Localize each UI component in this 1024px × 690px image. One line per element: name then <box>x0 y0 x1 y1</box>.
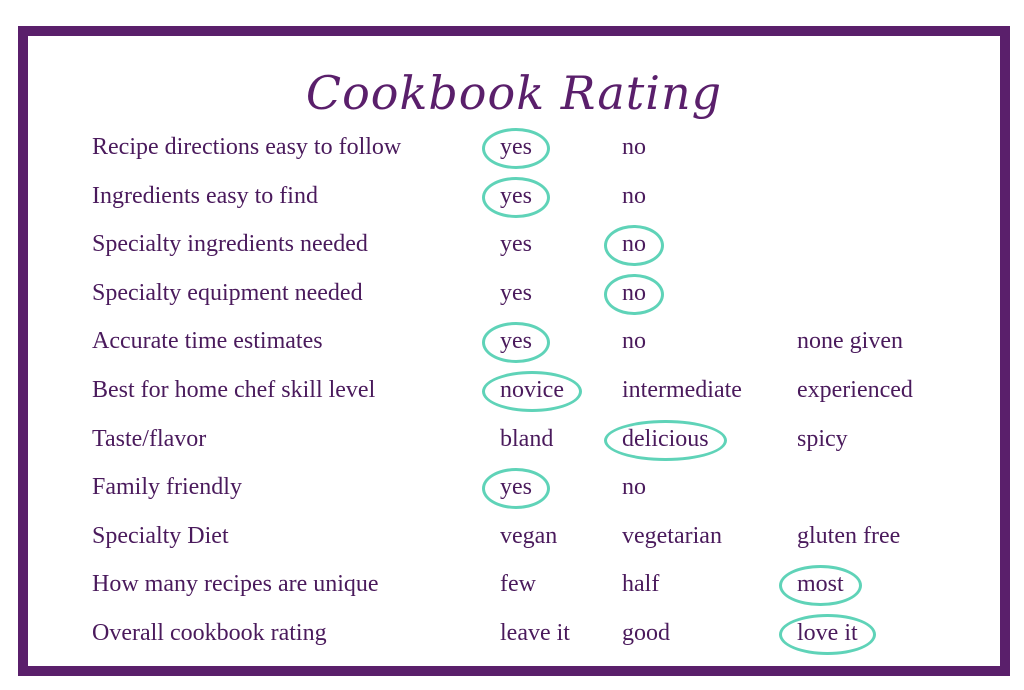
rating-row: Specialty ingredients needed yes no <box>28 225 1000 274</box>
rating-row: Ingredients easy to find yes no <box>28 176 1000 226</box>
rating-question: Specialty Diet <box>92 522 229 549</box>
card-border: Cookbook Rating Recipe directions easy t… <box>18 26 1010 676</box>
rating-row: Taste/flavor bland delicious spicy <box>28 419 1000 469</box>
rating-option-selected[interactable]: delicious <box>604 419 727 461</box>
rating-question: Taste/flavor <box>92 425 207 452</box>
rating-option[interactable]: gluten free <box>797 522 901 549</box>
rating-question: Specialty equipment needed <box>92 279 363 306</box>
rating-row: Family friendly yes no <box>28 468 1000 517</box>
rating-question: Overall cookbook rating <box>92 619 327 646</box>
rating-option[interactable]: vegetarian <box>622 522 722 549</box>
rating-option[interactable]: few <box>500 571 536 598</box>
rating-row: Best for home chef skill level novice inte… <box>28 370 1000 420</box>
rating-option[interactable]: bland <box>500 425 554 452</box>
rating-option-selected[interactable]: no <box>604 225 664 267</box>
rating-option[interactable]: vegan <box>500 522 558 549</box>
rating-row: Accurate time estimates yes no none given <box>28 322 1000 371</box>
rating-option-selected[interactable]: novice <box>482 370 582 412</box>
rating-question: Best for home chef skill level <box>92 376 376 403</box>
rating-option[interactable]: yes <box>500 279 532 306</box>
rating-option[interactable]: experienced <box>797 376 913 403</box>
rating-option[interactable]: no <box>622 134 646 160</box>
rating-option-selected[interactable]: yes <box>482 468 550 510</box>
rating-option[interactable]: no <box>622 474 646 501</box>
rating-row: Overall cookbook rating leave it good love … <box>28 613 1000 663</box>
rating-option-selected[interactable]: yes <box>482 128 550 169</box>
rating-option[interactable]: half <box>622 571 660 598</box>
rating-question: Accurate time estimates <box>92 328 323 355</box>
rating-option-selected[interactable]: yes <box>482 176 550 218</box>
page-title: Cookbook Rating <box>305 66 723 120</box>
rating-row: Specialty equipment needed yes no <box>28 273 1000 323</box>
rating-row: Specialty Diet vegan vegetarian gluten free <box>28 517 1000 566</box>
rating-option[interactable]: no <box>622 182 646 209</box>
rating-option[interactable]: intermediate <box>622 376 742 403</box>
rating-option-selected[interactable]: yes <box>482 322 550 364</box>
rating-question: Recipe directions easy to follow <box>92 134 402 160</box>
rating-option-selected[interactable]: most <box>779 565 862 607</box>
rating-list: Recipe directions easy to follow yes no Ing… <box>28 128 1000 663</box>
rating-row: Recipe directions easy to follow yes no <box>28 128 1000 177</box>
rating-option[interactable]: leave it <box>500 619 570 646</box>
rating-question: Family friendly <box>92 474 242 501</box>
rating-question: Specialty ingredients needed <box>92 231 368 258</box>
rating-row: How many recipes are unique few half most <box>28 565 1000 614</box>
rating-option[interactable]: no <box>622 328 646 355</box>
rating-option[interactable]: yes <box>500 231 532 258</box>
rating-option[interactable]: spicy <box>797 425 848 452</box>
rating-option-selected[interactable]: no <box>604 273 664 315</box>
rating-option[interactable]: none given <box>797 328 903 355</box>
rating-option-selected[interactable]: love it <box>779 613 876 655</box>
rating-option[interactable]: good <box>622 619 670 646</box>
rating-question: How many recipes are unique <box>92 571 379 598</box>
rating-question: Ingredients easy to find <box>92 182 318 209</box>
